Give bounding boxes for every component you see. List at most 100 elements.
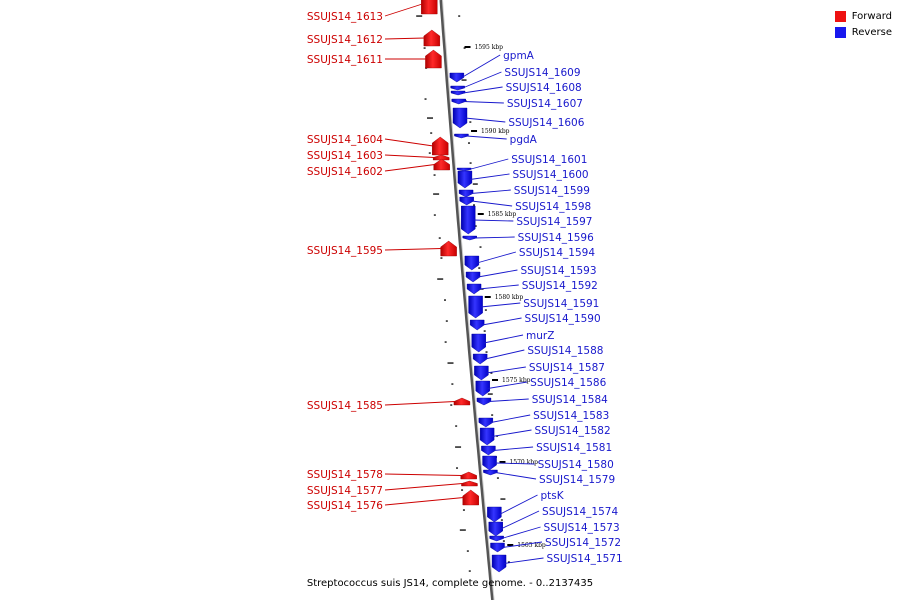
reverse-gene[interactable] bbox=[471, 333, 486, 353]
forward-gene-label[interactable]: SSUJS14_1613 bbox=[307, 11, 383, 23]
reverse-gene-label[interactable]: SSUJS14_1588 bbox=[527, 345, 603, 357]
reverse-gene[interactable] bbox=[474, 365, 489, 381]
forward-gene[interactable] bbox=[432, 154, 450, 161]
reverse-gene-label[interactable]: SSUJS14_1597 bbox=[516, 216, 592, 228]
reverse-gene-label[interactable]: ptsK bbox=[541, 490, 565, 502]
reverse-gene-label[interactable]: SSUJS14_1583 bbox=[533, 410, 609, 422]
reverse-gene-label[interactable]: SSUJS14_1607 bbox=[507, 98, 583, 110]
label-leader-line bbox=[461, 54, 501, 78]
forward-gene[interactable] bbox=[460, 471, 477, 480]
reverse-gene-label[interactable]: SSUJS14_1579 bbox=[539, 474, 615, 486]
reverse-gene-label[interactable]: SSUJS14_1571 bbox=[547, 553, 623, 565]
reverse-gene-label[interactable]: SSUJS14_1599 bbox=[514, 185, 590, 197]
forward-gene-label[interactable]: SSUJS14_1604 bbox=[307, 134, 383, 146]
reverse-gene-label[interactable]: SSUJS14_1600 bbox=[512, 169, 588, 181]
legend-forward-label: Forward bbox=[851, 10, 892, 22]
axis-tick bbox=[445, 320, 448, 322]
axis-tick bbox=[490, 372, 493, 374]
reverse-gene[interactable] bbox=[476, 397, 492, 406]
forward-gene-label[interactable]: SSUJS14_1595 bbox=[307, 245, 383, 257]
reverse-gene[interactable] bbox=[487, 506, 502, 523]
forward-gene-label[interactable]: SSUJS14_1602 bbox=[307, 166, 383, 178]
forward-gene[interactable] bbox=[462, 489, 479, 506]
reverse-gene[interactable] bbox=[468, 295, 483, 319]
reverse-gene-label[interactable]: SSUJS14_1601 bbox=[511, 154, 587, 166]
reverse-gene[interactable] bbox=[450, 85, 465, 91]
reverse-gene-label[interactable]: SSUJS14_1582 bbox=[535, 425, 611, 437]
reverse-gene-label[interactable]: murZ bbox=[526, 330, 554, 342]
reverse-gene[interactable] bbox=[452, 107, 468, 129]
reverse-gene-label[interactable]: gpmA bbox=[503, 50, 535, 62]
reverse-gene[interactable] bbox=[478, 417, 494, 428]
reverse-gene-label[interactable]: SSUJS14_1598 bbox=[515, 201, 591, 213]
reverse-gene-label[interactable]: pgdA bbox=[510, 134, 538, 146]
forward-gene-label[interactable]: SSUJS14_1612 bbox=[307, 34, 383, 46]
forward-gene[interactable] bbox=[421, 0, 438, 15]
axis-tick bbox=[461, 79, 467, 81]
reverse-gene-label[interactable]: SSUJS14_1574 bbox=[542, 506, 618, 518]
reverse-gene[interactable] bbox=[462, 235, 477, 241]
reverse-gene[interactable] bbox=[461, 205, 476, 235]
axis-tick bbox=[433, 193, 440, 195]
reverse-gene[interactable] bbox=[472, 353, 488, 365]
reverse-gene[interactable] bbox=[464, 255, 480, 271]
reverse-gene[interactable] bbox=[475, 380, 490, 397]
reverse-gene[interactable] bbox=[489, 535, 504, 542]
forward-gene[interactable] bbox=[433, 158, 450, 171]
axis-tick bbox=[479, 246, 482, 248]
forward-gene-label[interactable]: SSUJS14_1578 bbox=[307, 469, 383, 481]
forward-gene-label[interactable]: SSUJS14_1585 bbox=[307, 400, 383, 412]
reverse-gene-label[interactable]: SSUJS14_1606 bbox=[508, 117, 584, 129]
forward-gene[interactable] bbox=[440, 240, 457, 257]
label-leader-line bbox=[462, 71, 502, 89]
reverse-gene[interactable] bbox=[451, 98, 466, 105]
forward-gene[interactable] bbox=[432, 136, 449, 156]
label-leader-line bbox=[476, 251, 517, 264]
reverse-gene[interactable] bbox=[465, 271, 481, 283]
reverse-gene[interactable] bbox=[449, 72, 465, 83]
reverse-gene-label[interactable]: SSUJS14_1591 bbox=[523, 298, 599, 310]
axis-tick bbox=[450, 404, 453, 406]
reverse-gene[interactable] bbox=[466, 283, 482, 295]
reverse-gene[interactable] bbox=[454, 133, 469, 139]
forward-gene-label[interactable]: SSUJS14_1603 bbox=[307, 150, 383, 162]
reverse-gene[interactable] bbox=[482, 455, 497, 471]
forward-gene-label[interactable]: SSUJS14_1576 bbox=[307, 500, 383, 512]
reverse-gene-label[interactable]: SSUJS14_1592 bbox=[522, 280, 598, 292]
reverse-gene-label[interactable]: SSUJS14_1608 bbox=[506, 82, 582, 94]
forward-gene[interactable] bbox=[453, 397, 471, 406]
reverse-gene-label[interactable]: SSUJS14_1581 bbox=[536, 442, 612, 454]
reverse-gene[interactable] bbox=[456, 167, 472, 172]
reverse-gene[interactable] bbox=[450, 90, 466, 96]
reverse-gene[interactable] bbox=[483, 469, 498, 476]
forward-gene[interactable] bbox=[423, 29, 441, 47]
reverse-gene-label[interactable]: SSUJS14_1580 bbox=[538, 459, 614, 471]
axis-tick bbox=[416, 15, 423, 17]
forward-gene[interactable] bbox=[461, 480, 478, 487]
label-leader-line bbox=[487, 381, 528, 389]
reverse-gene[interactable] bbox=[490, 542, 505, 553]
reverse-gene[interactable] bbox=[458, 189, 474, 198]
reverse-gene-label[interactable]: SSUJS14_1594 bbox=[519, 247, 595, 259]
reverse-gene-label[interactable]: SSUJS14_1596 bbox=[518, 232, 594, 244]
reverse-gene[interactable] bbox=[488, 521, 503, 537]
reverse-gene[interactable] bbox=[469, 319, 485, 331]
reverse-gene-label[interactable]: SSUJS14_1609 bbox=[504, 67, 580, 79]
kbp-tick bbox=[499, 461, 506, 463]
reverse-gene-label[interactable]: SSUJS14_1584 bbox=[532, 394, 608, 406]
reverse-gene-label[interactable]: SSUJS14_1587 bbox=[529, 362, 605, 374]
reverse-gene[interactable] bbox=[457, 170, 473, 189]
reverse-gene-label[interactable]: SSUJS14_1572 bbox=[545, 537, 621, 549]
label-leader-line bbox=[471, 200, 513, 207]
reverse-gene-label[interactable]: SSUJS14_1586 bbox=[530, 377, 606, 389]
forward-gene-label[interactable]: SSUJS14_1577 bbox=[307, 485, 383, 497]
reverse-gene[interactable] bbox=[491, 554, 507, 573]
forward-gene[interactable] bbox=[425, 49, 442, 69]
reverse-gene[interactable] bbox=[481, 445, 496, 456]
forward-gene-label[interactable]: SSUJS14_1611 bbox=[307, 54, 383, 66]
reverse-gene[interactable] bbox=[479, 427, 495, 446]
reverse-gene-label[interactable]: SSUJS14_1590 bbox=[525, 313, 601, 325]
reverse-gene-label[interactable]: SSUJS14_1593 bbox=[520, 265, 596, 277]
reverse-gene-label[interactable]: SSUJS14_1573 bbox=[544, 522, 620, 534]
reverse-gene[interactable] bbox=[459, 196, 474, 206]
